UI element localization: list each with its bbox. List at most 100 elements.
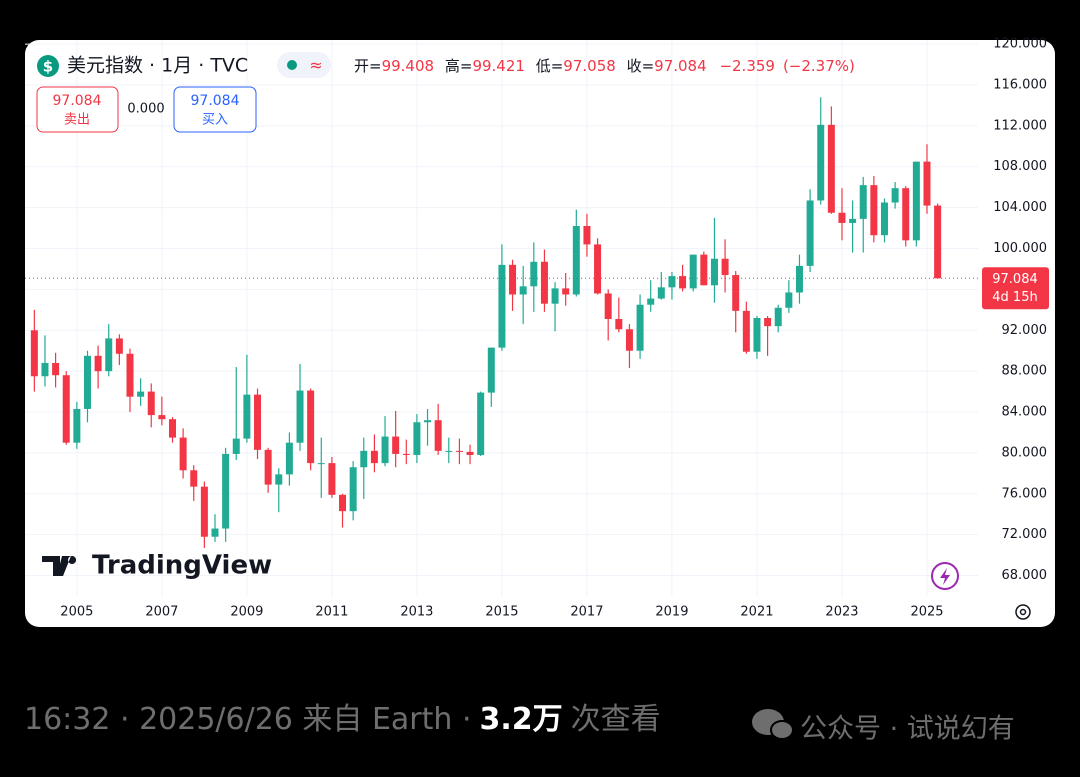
x-tick-label: 2015 xyxy=(485,605,518,620)
candle-body xyxy=(721,258,729,276)
candle-body xyxy=(604,293,612,320)
candle-body xyxy=(307,390,315,464)
candle-body xyxy=(774,307,782,327)
y-tick-label: 108.000 xyxy=(993,159,1047,174)
candle-body xyxy=(41,362,49,377)
candle-body xyxy=(73,408,81,443)
candle-body xyxy=(657,287,665,299)
candle-body xyxy=(392,436,400,454)
buy-button[interactable] xyxy=(173,86,257,133)
value: 99.421 xyxy=(472,57,525,75)
x-tick-label: 2009 xyxy=(230,605,263,620)
price-tag-value: 97.084 xyxy=(992,272,1038,287)
x-tick-label: 2021 xyxy=(740,605,773,620)
candle-body xyxy=(285,442,293,475)
price-tag xyxy=(982,267,1049,310)
sell-label: 卖出 xyxy=(64,113,90,128)
candle-body xyxy=(349,467,357,512)
candle-body xyxy=(413,422,421,455)
y-tick-label: 112.000 xyxy=(993,118,1047,133)
chart-card xyxy=(25,40,1055,627)
candle-body xyxy=(190,470,198,487)
candle-body xyxy=(764,318,772,327)
candle-body xyxy=(785,292,793,308)
footer-meta: 16:32 · 2025/6/26 来自 Earth · 3.2万 次查看 xyxy=(24,702,661,737)
price-tag-countdown: 4d 15h xyxy=(992,290,1037,305)
candle-body xyxy=(254,394,262,450)
candle-body xyxy=(880,202,888,236)
candle-body xyxy=(370,450,378,464)
candle-body xyxy=(360,450,368,468)
candle-body xyxy=(891,188,899,203)
wechat-icon-2 xyxy=(770,720,794,740)
plot xyxy=(25,40,978,596)
candle-body xyxy=(583,226,591,245)
candle-body xyxy=(519,286,527,295)
candle-body xyxy=(424,420,432,423)
candle-body xyxy=(275,474,283,485)
candle-body xyxy=(668,276,676,288)
candle-body xyxy=(498,264,506,348)
candle-body xyxy=(62,375,70,443)
candle-body xyxy=(838,212,846,223)
y-tick-label: 120.000 xyxy=(993,37,1047,52)
candle-body xyxy=(455,450,463,452)
watermark: TradingView xyxy=(92,551,272,581)
x-tick-label: 2013 xyxy=(400,605,433,620)
buy-label: 买入 xyxy=(202,113,228,128)
candle-body xyxy=(339,494,347,512)
label: 高= xyxy=(445,57,473,75)
meta: 16:32 · 2025/6/26 来自 Earth · xyxy=(24,702,471,737)
symbol-logo xyxy=(37,55,59,77)
candle-body xyxy=(30,330,38,377)
sell-price: 97.084 xyxy=(53,93,102,109)
candle-body xyxy=(827,124,835,213)
candle-body xyxy=(636,304,644,351)
candle-body xyxy=(742,310,750,352)
candle-body xyxy=(232,438,240,454)
lightning-glyph xyxy=(940,568,950,585)
candle-body xyxy=(83,355,91,409)
x-tick-label: 2023 xyxy=(825,605,858,620)
settings-icon[interactable] xyxy=(1015,604,1031,620)
y-tick-label: 116.000 xyxy=(993,77,1047,92)
candle-body xyxy=(147,391,155,416)
candle-body xyxy=(94,355,102,372)
x-tick-label: 2025 xyxy=(910,605,943,620)
candle-body xyxy=(296,390,304,443)
candle-body xyxy=(530,261,538,287)
candle-body xyxy=(328,463,336,495)
account: 公众号 · 试说幻有 xyxy=(800,714,1015,745)
candle-body xyxy=(487,347,495,393)
candle-body xyxy=(402,453,410,455)
change: −2.359 xyxy=(719,57,775,75)
label: 收= xyxy=(627,57,655,75)
buy-price: 97.084 xyxy=(191,93,240,109)
y-tick-label: 68.000 xyxy=(1002,568,1048,583)
candle-body xyxy=(264,449,272,485)
candle-body xyxy=(168,419,176,438)
candle-body xyxy=(679,276,687,289)
y-tick-label: 92.000 xyxy=(1002,323,1048,338)
change-pct: (−2.37%) xyxy=(783,57,855,75)
label: 开= xyxy=(354,57,382,75)
candle-body xyxy=(115,338,123,354)
candle-body xyxy=(625,329,633,351)
candle-body xyxy=(912,161,920,241)
candle-body xyxy=(700,254,708,286)
logo-glyph: $ xyxy=(43,58,53,76)
candle-body xyxy=(594,244,602,294)
candle-body xyxy=(870,185,878,236)
candle-body xyxy=(647,298,655,305)
candle-body xyxy=(540,261,548,304)
status-pill[interactable] xyxy=(277,52,331,78)
tv-logo xyxy=(42,556,77,576)
y-tick-label: 84.000 xyxy=(1002,405,1048,420)
candle-body xyxy=(710,258,718,286)
candle-body xyxy=(753,318,761,352)
ohlc: 开=99.408 高=99.421 低=97.058 收=97.084 −2.3… xyxy=(354,57,855,75)
x-tick-label: 2017 xyxy=(570,605,603,620)
sell-button[interactable] xyxy=(36,86,119,133)
